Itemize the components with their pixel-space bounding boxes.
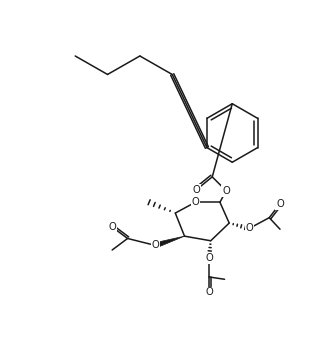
Text: O: O bbox=[108, 222, 116, 232]
Text: O: O bbox=[245, 224, 253, 233]
Text: O: O bbox=[151, 240, 159, 250]
Polygon shape bbox=[155, 236, 185, 248]
Text: O: O bbox=[276, 199, 284, 209]
Text: O: O bbox=[191, 197, 199, 207]
Text: O: O bbox=[205, 253, 213, 263]
Text: O: O bbox=[205, 287, 213, 297]
Text: O: O bbox=[222, 186, 230, 196]
Text: O: O bbox=[192, 185, 200, 195]
